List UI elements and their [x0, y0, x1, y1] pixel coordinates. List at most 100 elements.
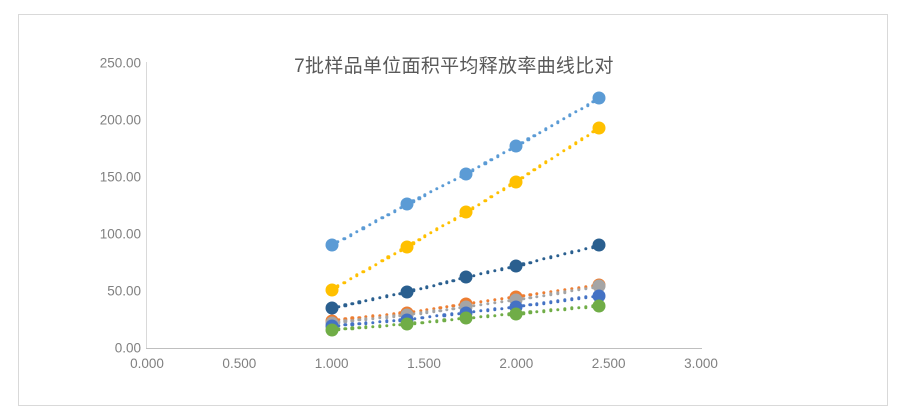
y-tick-label: 200.00	[99, 112, 141, 128]
series-line-dot	[583, 287, 588, 291]
series-line-dot	[398, 322, 403, 327]
series-line-dot	[343, 319, 348, 324]
series-line-dot	[532, 168, 536, 172]
series-line-dot	[391, 293, 396, 297]
series-line-dot	[378, 324, 382, 328]
series-line-dot	[489, 158, 494, 162]
series-line-dot	[386, 212, 391, 217]
series-line-dot	[471, 316, 476, 320]
series-line-dot	[385, 323, 389, 328]
series-line-dot	[479, 315, 483, 319]
series-line-dot	[500, 300, 504, 304]
series-line-dot	[364, 317, 368, 321]
series-line-dot	[535, 302, 539, 306]
series-line-dot	[556, 120, 560, 124]
series-line-dot	[451, 303, 456, 308]
series-line-dot	[556, 308, 560, 312]
series-line-dot	[438, 305, 442, 310]
series-line-dot	[568, 145, 572, 149]
data-point-marker	[509, 139, 523, 153]
series-line-dot	[385, 294, 389, 299]
series-line-dot	[563, 290, 567, 294]
data-point-marker	[509, 259, 523, 273]
series-line-dot	[423, 234, 427, 238]
series-line-dot	[336, 304, 341, 309]
series-line-dot	[418, 308, 423, 313]
series-line-dot	[502, 151, 506, 155]
series-line-dot	[451, 307, 456, 311]
series-line-dot	[500, 267, 504, 271]
series-line-dot	[435, 187, 439, 191]
series-line-dot	[542, 293, 546, 298]
series-line-dot	[441, 224, 445, 228]
x-tick-label: 2.000	[499, 356, 534, 371]
series-line-dot	[520, 176, 524, 180]
series-line-dot	[521, 294, 525, 298]
series-line-dot	[544, 127, 548, 131]
series-line-dot	[412, 288, 416, 293]
series-line-dot	[550, 156, 554, 161]
series-line-dot	[429, 231, 433, 235]
series-line-dot	[493, 307, 497, 312]
series-line-dot	[507, 295, 511, 300]
data-point-marker	[459, 270, 473, 284]
series-line-dot	[570, 297, 574, 302]
data-point-marker	[592, 289, 606, 303]
series-line-dot	[521, 297, 525, 301]
series-line-dot	[458, 306, 462, 310]
series-line-dot	[556, 291, 560, 295]
series-line-dot	[535, 292, 539, 296]
series-line-dot	[445, 307, 449, 312]
series-line-dot	[528, 296, 532, 300]
series-line-dot	[570, 306, 574, 311]
series-line-dot	[412, 309, 416, 314]
series-line-dot	[479, 272, 483, 276]
series-line-dot	[507, 306, 511, 310]
series-line-dot	[562, 149, 566, 153]
series-line-dot	[542, 301, 546, 305]
series-line-dot	[343, 317, 348, 321]
series-line-dot	[563, 307, 567, 311]
series-line-dot	[576, 286, 581, 290]
series-line-dot	[500, 296, 504, 301]
series-line-dot	[544, 160, 548, 165]
series-line-dot	[452, 217, 457, 221]
series-line-dot	[479, 309, 483, 313]
x-axis-line	[146, 348, 702, 349]
data-point-marker	[325, 301, 339, 315]
series-line-dot	[420, 316, 424, 320]
series-line-dot	[357, 318, 361, 322]
series-line-dot	[378, 296, 382, 300]
data-point-marker	[592, 121, 606, 135]
chart-frame: 7批样品单位面积平均释放率曲线比对 0.00 50.00 100.00 150.00 2…	[18, 14, 888, 406]
series-line-dot	[350, 326, 355, 330]
series-line-dot	[385, 319, 389, 324]
series-line-dot	[336, 284, 340, 288]
series-line-dot	[493, 297, 497, 302]
data-point-marker	[509, 175, 523, 189]
series-line-dot	[486, 298, 490, 303]
series-line-dot	[336, 318, 341, 322]
series-line-dot	[412, 312, 416, 316]
series-line-dot	[371, 316, 375, 321]
series-line-dot	[336, 327, 341, 331]
series-line-dot	[526, 137, 530, 142]
series-line-dot	[590, 294, 595, 299]
series-line-dot	[568, 113, 572, 118]
series-line-dot	[336, 240, 340, 244]
series-line-dot	[425, 285, 429, 289]
series-line-dot	[350, 316, 355, 321]
series-line-dot	[458, 302, 462, 307]
chart-title: 7批样品单位面积平均释放率曲线比对	[294, 56, 614, 77]
series-line-dot	[570, 287, 574, 291]
series-line-dot	[479, 299, 483, 304]
y-axis-line	[146, 62, 147, 349]
series-line-dot	[336, 320, 341, 324]
series-line-dot	[549, 290, 553, 294]
series-line-dot	[486, 302, 490, 306]
series-line-dot	[447, 181, 451, 185]
series-line-dot	[471, 168, 475, 172]
series-line-dot	[378, 316, 382, 320]
series-line-dot	[535, 259, 539, 263]
data-point-marker	[400, 285, 414, 299]
